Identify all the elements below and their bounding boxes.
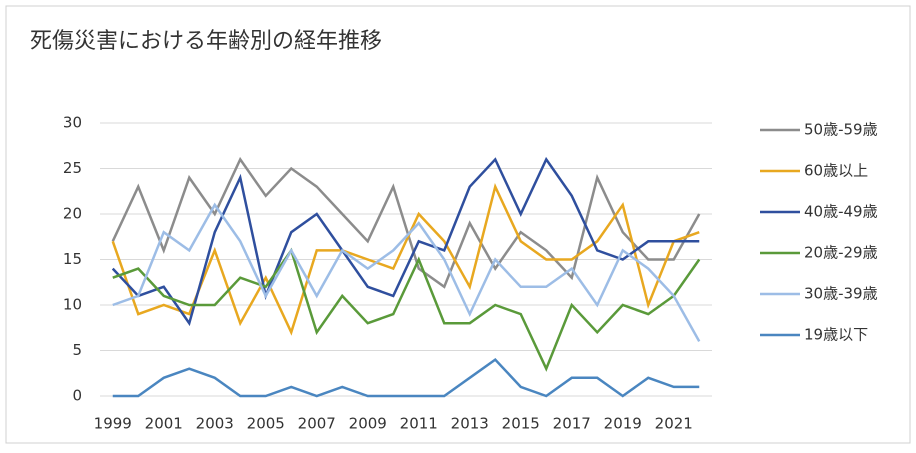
x-tick-label: 2005 (247, 415, 285, 433)
series-line (112, 247, 701, 372)
legend-label: 40歳-49歳 (804, 203, 878, 221)
series-line (111, 156, 700, 327)
y-tick-label: 10 (63, 296, 82, 314)
x-tick-label: 2001 (145, 415, 183, 433)
y-tick-label: 5 (72, 341, 82, 359)
x-tick-label: 2011 (400, 415, 438, 433)
x-tick-label: 2009 (349, 415, 387, 433)
series-line (111, 183, 700, 336)
y-tick-label: 20 (63, 205, 82, 223)
x-tick-label: 2017 (553, 415, 591, 433)
y-tick-label: 0 (72, 387, 82, 405)
x-tick-label: 2007 (298, 415, 336, 433)
series-line (111, 156, 701, 289)
x-tick-label: 2019 (604, 415, 642, 433)
x-tick-label: 2003 (196, 415, 234, 433)
legend-label: 30歳-39歳 (804, 285, 878, 303)
x-tick-label: 2013 (451, 415, 489, 433)
legend-label: 20歳-29歳 (804, 244, 878, 262)
legend-label: 60歳以上 (804, 162, 868, 180)
legend-label: 19歳以下 (804, 326, 868, 344)
x-tick-label: 2021 (655, 415, 693, 433)
y-tick-label: 25 (63, 159, 82, 177)
chart-title: 死傷災害における年齢別の経年推移 (30, 29, 382, 54)
x-tick-label: 1999 (94, 415, 132, 433)
y-tick-label: 15 (63, 250, 82, 268)
series-line (112, 202, 701, 343)
frame (5, 5, 911, 444)
x-tick-label: 2015 (502, 415, 540, 433)
series-line (112, 357, 700, 398)
y-tick-label: 30 (63, 114, 82, 132)
legend-label: 50歳-59歳 (804, 121, 878, 139)
